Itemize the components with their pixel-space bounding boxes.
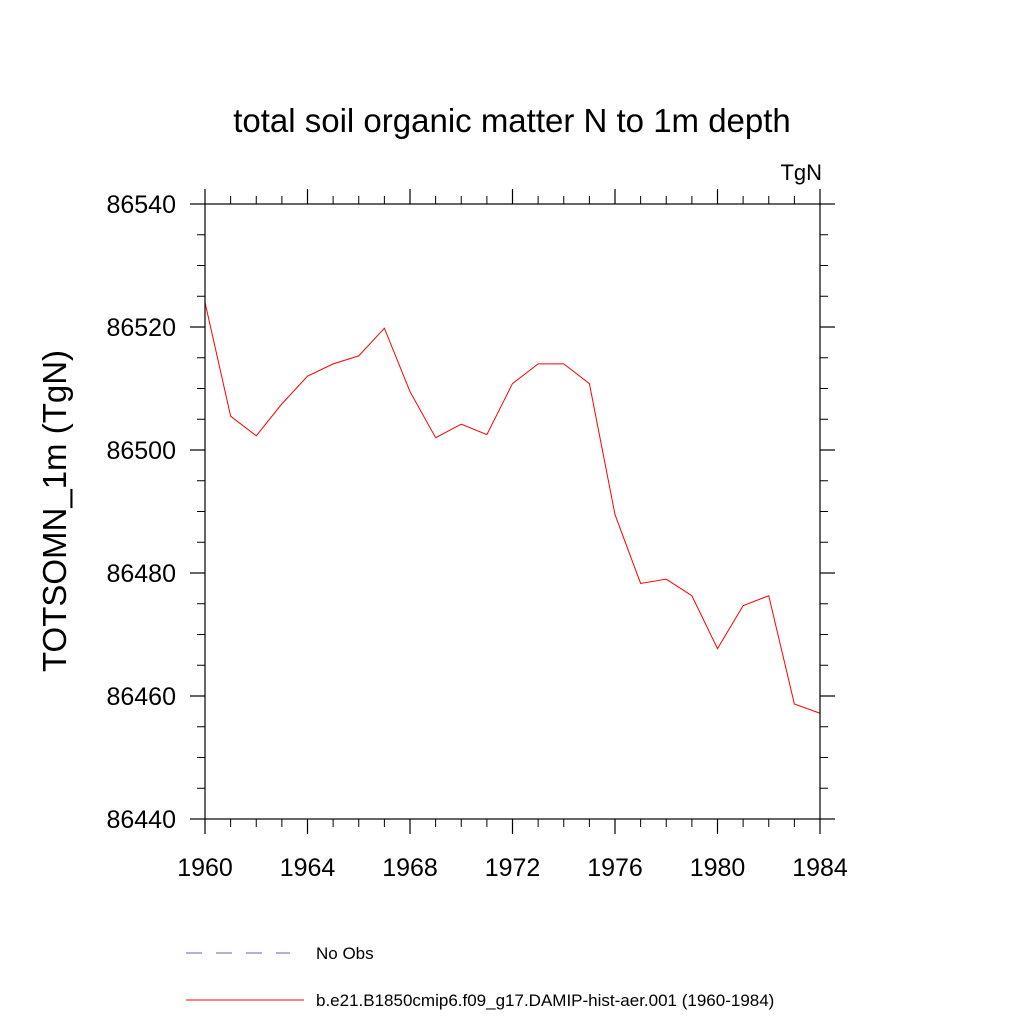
legend-label-no-obs: No Obs xyxy=(316,944,374,963)
x-tick-label: 1972 xyxy=(485,854,541,882)
y-tick-label: 86520 xyxy=(106,314,176,342)
x-tick-label: 1960 xyxy=(177,854,233,882)
y-tick-label: 86460 xyxy=(106,683,176,711)
plot-frame xyxy=(204,203,821,820)
axis-tick-labels: 1960 1964 1968 1972 1976 1980 1984 86440 86460 86… xyxy=(106,191,847,882)
y-tick-label: 86540 xyxy=(106,191,176,219)
x-tick-label: 1964 xyxy=(280,854,336,882)
axis-ticks xyxy=(190,189,835,834)
chart-title: total soil organic matter N to 1m depth xyxy=(233,102,791,139)
x-tick-label: 1984 xyxy=(792,854,848,882)
y-axis-label: TOTSOMN_1m (TgN) xyxy=(36,350,73,672)
units-label: TgN xyxy=(780,160,822,185)
x-tick-label: 1968 xyxy=(382,854,438,882)
series-layer xyxy=(204,302,821,714)
x-tick-label: 1976 xyxy=(587,854,643,882)
series-line xyxy=(204,302,821,714)
x-tick-label: 1980 xyxy=(690,854,746,882)
y-tick-label: 86440 xyxy=(106,806,176,834)
y-tick-label: 86500 xyxy=(106,437,176,465)
legend-label-model-run: b.e21.B1850cmip6.f09_g17.DAMIP-hist-aer.… xyxy=(316,991,774,1010)
legend: No Obs b.e21.B1850cmip6.f09_g17.DAMIP-hi… xyxy=(186,944,774,1010)
y-tick-label: 86480 xyxy=(106,560,176,588)
